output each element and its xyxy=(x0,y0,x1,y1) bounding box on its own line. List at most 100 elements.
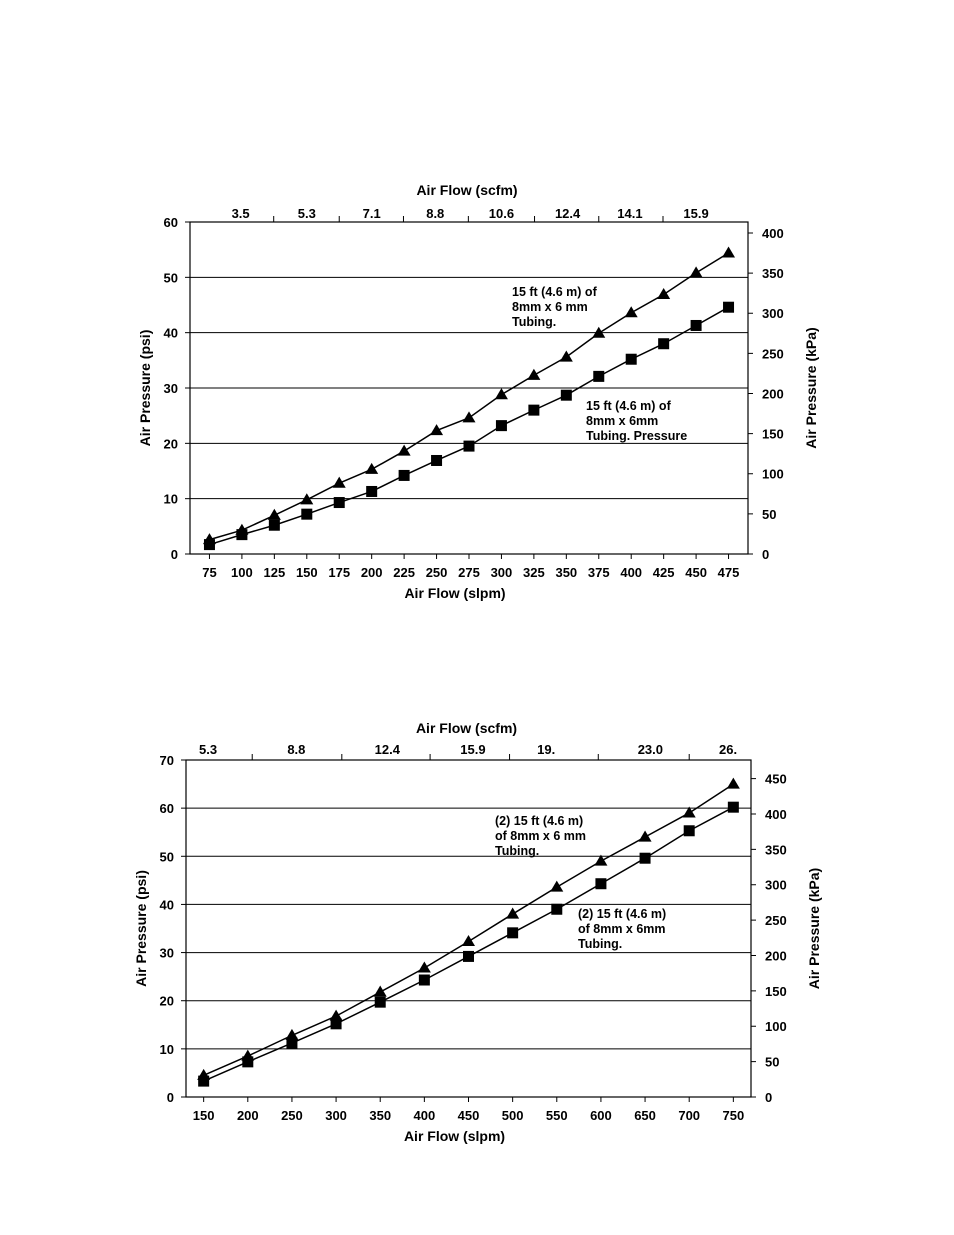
chart-1: 0 10 20 30 40 50 60 0 50 100 150 200 250 300 350 400 75 1… xyxy=(137,182,819,601)
annotation-line: Tubing. xyxy=(512,315,556,329)
square-marker xyxy=(625,353,637,365)
y-tick-label: 60 xyxy=(164,215,178,230)
x2-tick-label: 26. xyxy=(719,742,737,757)
x2-tick-label: 10.6 xyxy=(489,206,514,221)
y2-tick-label: 100 xyxy=(765,1019,787,1034)
y2-tick-label: 50 xyxy=(765,1055,779,1070)
triangle-marker xyxy=(397,444,411,456)
y2-axis-title: Air Pressure (kPa) xyxy=(806,868,822,989)
annotation-line: 15 ft (4.6 m) of xyxy=(512,285,598,299)
square-marker xyxy=(507,927,519,939)
triangle-marker xyxy=(462,934,475,947)
y-tick-label: 30 xyxy=(160,946,174,961)
square-marker xyxy=(639,852,651,864)
square-marker xyxy=(366,485,378,497)
annotation-line: Tubing. Pressure xyxy=(586,429,687,443)
x2-tick-label: 14.1 xyxy=(617,206,642,221)
x-tick-label: 200 xyxy=(361,565,383,580)
x2-tick-label: 5.3 xyxy=(298,206,316,221)
triangle-marker xyxy=(417,961,431,973)
y-tick-label: 30 xyxy=(164,381,178,396)
triangle-marker xyxy=(638,830,652,842)
x2-tick-label: 19. xyxy=(537,742,555,757)
x-tick-label: 200 xyxy=(237,1108,259,1123)
x2-tick-label: 15.9 xyxy=(683,206,708,221)
y2-tick-label: 200 xyxy=(765,948,787,963)
annotation-line: Tubing. xyxy=(578,937,622,951)
y-tick-label: 50 xyxy=(164,270,178,285)
square-marker xyxy=(203,539,215,551)
x2-tick-label: 3.5 xyxy=(232,206,250,221)
y2-tick-label: 250 xyxy=(765,913,787,928)
x-tick-label: 150 xyxy=(193,1108,215,1123)
x-tick-label: 75 xyxy=(202,565,216,580)
annotation-line: 8mm x 6mm xyxy=(586,414,658,428)
y-tick-label: 0 xyxy=(167,1090,174,1105)
x-tick-label: 600 xyxy=(590,1108,612,1123)
y2-tick-label: 0 xyxy=(762,547,769,562)
y-axis-title: Air Pressure (psi) xyxy=(133,870,149,987)
x-tick-label: 250 xyxy=(426,565,448,580)
x-tick-label: 475 xyxy=(718,565,740,580)
y2-tick-label: 400 xyxy=(762,226,784,241)
x2-tick-label: 12.4 xyxy=(555,206,581,221)
annotation-line: Tubing. xyxy=(495,844,539,858)
triangle-marker xyxy=(559,350,573,362)
square-marker xyxy=(463,950,474,962)
triangle-marker xyxy=(592,326,606,338)
annotation-line: of 8mm x 6mm xyxy=(578,922,666,936)
triangle-marker xyxy=(682,806,696,818)
y2-tick-label: 0 xyxy=(765,1090,772,1105)
x2-tick-label: 5.3 xyxy=(199,742,217,757)
y-tick-label: 20 xyxy=(160,994,174,1009)
series-line-1 xyxy=(209,252,729,541)
x-tick-label: 450 xyxy=(458,1108,480,1123)
y2-tick-label: 200 xyxy=(762,386,784,401)
y2-tick-label: 300 xyxy=(762,306,784,321)
y-tick-label: 60 xyxy=(160,801,174,816)
y2-tick-label: 450 xyxy=(765,772,787,787)
triangle-marker xyxy=(594,854,608,866)
annotation-line: (2) 15 ft (4.6 m) xyxy=(495,814,583,828)
square-marker xyxy=(268,519,280,531)
y-tick-label: 20 xyxy=(164,436,178,451)
x-tick-label: 250 xyxy=(281,1108,303,1123)
square-marker xyxy=(463,440,475,452)
square-marker xyxy=(398,469,410,481)
x-tick-label: 350 xyxy=(369,1108,391,1123)
plot-frame xyxy=(185,759,752,1098)
triangle-marker xyxy=(689,266,703,278)
y2-tick-label: 150 xyxy=(762,427,784,442)
x2-tick-label: 15.9 xyxy=(460,742,485,757)
square-marker xyxy=(431,454,443,466)
y-tick-label: 10 xyxy=(164,492,178,507)
annotation-line: of 8mm x 6 mm xyxy=(495,829,586,843)
y2-tick-label: 300 xyxy=(765,878,787,893)
annotation-line: 15 ft (4.6 m) of xyxy=(586,399,672,413)
square-marker xyxy=(242,1056,254,1068)
triangle-marker xyxy=(494,388,508,400)
square-marker xyxy=(495,420,507,432)
y2-tick-label: 150 xyxy=(765,984,787,999)
x2-tick-label: 7.1 xyxy=(363,206,381,221)
y-tick-label: 50 xyxy=(160,849,174,864)
x-axis-title: Air Flow (slpm) xyxy=(404,1128,505,1144)
x2-tick-label: 23.0 xyxy=(638,742,663,757)
triangle-marker xyxy=(506,907,520,919)
x-tick-label: 750 xyxy=(722,1108,744,1123)
square-marker xyxy=(198,1075,210,1087)
square-marker xyxy=(727,801,739,813)
x-tick-label: 650 xyxy=(634,1108,656,1123)
triangle-marker xyxy=(722,246,736,258)
x-tick-label: 325 xyxy=(523,565,545,580)
triangle-marker xyxy=(430,424,444,436)
x-tick-label: 500 xyxy=(502,1108,524,1123)
x2-tick-label: 8.8 xyxy=(426,206,444,221)
square-marker xyxy=(418,974,430,986)
square-marker xyxy=(593,370,605,382)
x2-tick-label: 8.8 xyxy=(287,742,305,757)
triangle-marker xyxy=(285,1028,299,1040)
x-tick-label: 275 xyxy=(458,565,480,580)
triangle-marker xyxy=(657,287,671,300)
x2-tick-label: 12.4 xyxy=(375,742,401,757)
